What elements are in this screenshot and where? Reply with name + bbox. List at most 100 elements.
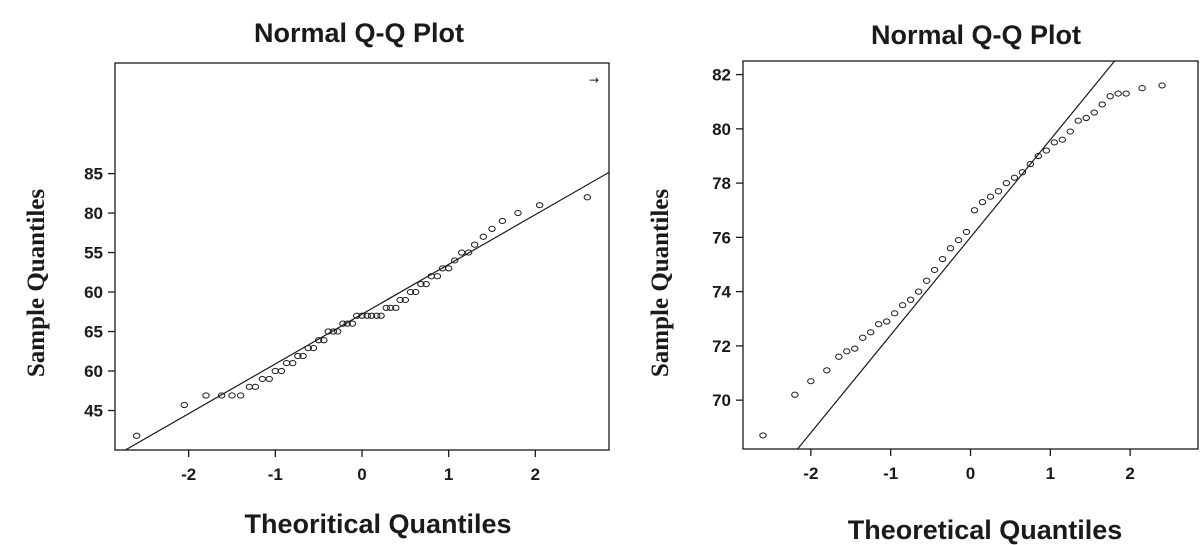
data-point-right <box>1058 136 1066 143</box>
data-point-left <box>367 312 376 319</box>
y-tick-label-left: 80 <box>84 204 103 223</box>
data-point-right <box>1098 101 1106 108</box>
x-tick-label-right: 0 <box>966 464 975 483</box>
data-point-right <box>1042 147 1051 154</box>
data-point-right <box>791 391 799 398</box>
data-point-right <box>1002 179 1011 187</box>
data-point-right <box>946 245 955 252</box>
data-point-left <box>464 249 473 256</box>
data-point-left <box>583 194 592 201</box>
data-point-left <box>228 392 236 399</box>
y-tick-label-left: 60 <box>84 283 103 302</box>
x-tick-label-left: 2 <box>531 465 540 484</box>
reference-line-layer-right <box>796 61 1116 449</box>
data-point-left <box>343 320 351 327</box>
points-layer-left <box>132 194 592 439</box>
x-axis-label-left: Theoritical Quantiles <box>244 509 511 539</box>
data-point-right <box>978 198 987 206</box>
data-point-left <box>412 288 420 296</box>
data-point-right <box>906 296 915 303</box>
data-point-left <box>358 312 366 319</box>
data-point-right <box>970 207 979 214</box>
data-point-left <box>396 296 404 304</box>
data-point-left <box>479 233 488 240</box>
data-point-left <box>377 312 385 319</box>
data-point-right <box>882 318 891 325</box>
y-tick-label-left: 45 <box>84 402 103 421</box>
data-point-left <box>294 352 302 360</box>
data-point-right <box>1034 152 1043 160</box>
data-point-left <box>363 312 371 319</box>
data-point-right <box>875 321 883 328</box>
data-point-left <box>265 375 273 383</box>
data-point-left <box>339 320 347 327</box>
data-point-left <box>309 345 318 352</box>
data-point-right <box>1066 128 1074 135</box>
data-point-left <box>382 304 390 311</box>
data-point-right <box>1082 114 1090 122</box>
data-point-right <box>1026 161 1035 168</box>
qq-reference-line-right <box>796 61 1116 449</box>
data-point-left <box>406 288 415 296</box>
chart-title-right: Normal Q-Q Plot <box>871 20 1081 50</box>
data-point-left <box>217 392 226 399</box>
x-tick-label-right: 1 <box>1046 464 1055 483</box>
data-point-right <box>962 228 971 236</box>
y-tick-label-left: 85 <box>84 165 103 184</box>
reference-line-layer-left <box>124 171 609 450</box>
qq-plot-left: Normal Q-Q Plot Theoritical Quantiles Sa… <box>23 18 610 539</box>
x-tick-label-right: -2 <box>803 464 818 483</box>
data-point-right <box>823 367 831 374</box>
data-point-left <box>433 273 442 280</box>
data-point-left <box>251 383 260 390</box>
y-tick-label-right: 80 <box>712 120 731 139</box>
y-tick-label-left: 60 <box>84 362 103 381</box>
y-tick-label-right: 78 <box>712 174 731 193</box>
data-point-left <box>329 328 338 335</box>
data-point-right <box>835 353 843 360</box>
chart-title-left: Normal Q-Q Plot <box>254 18 464 48</box>
data-point-left <box>451 257 459 264</box>
data-point-right <box>807 378 815 385</box>
data-point-right <box>843 348 851 355</box>
data-point-right <box>1138 85 1146 92</box>
data-point-left <box>202 392 210 399</box>
data-point-right <box>922 277 931 284</box>
data-point-left <box>324 328 332 335</box>
data-point-left <box>258 375 267 383</box>
data-point-left <box>236 392 245 399</box>
data-point-left <box>304 345 312 352</box>
data-point-right <box>867 329 875 336</box>
data-point-right <box>930 266 939 274</box>
data-point-right <box>851 345 859 352</box>
x-tick-label-left: 1 <box>444 465 453 484</box>
data-point-left <box>314 337 323 344</box>
data-point-right <box>1122 90 1130 97</box>
data-point-left <box>320 337 328 344</box>
data-point-left <box>288 360 297 367</box>
qq-reference-line-left <box>124 171 609 450</box>
y-tick-label-left: 65 <box>84 323 103 342</box>
data-point-right <box>954 236 963 244</box>
data-point-right <box>1018 169 1027 176</box>
data-point-right <box>1050 139 1059 146</box>
data-point-left <box>444 265 453 272</box>
data-point-left <box>299 352 307 360</box>
qq-plot-right: Normal Q-Q Plot Theoretical Quantiles Sa… <box>647 20 1199 545</box>
y-axis-label-right: Sample Quantiles <box>647 189 674 377</box>
data-point-left <box>132 432 141 439</box>
data-point-left <box>353 312 361 319</box>
x-tick-label-right: 2 <box>1125 464 1134 483</box>
data-point-right <box>986 193 995 200</box>
plot-frame-right <box>742 60 1199 450</box>
data-point-left <box>392 304 400 311</box>
data-point-right <box>1114 90 1122 97</box>
data-point-right <box>759 432 767 439</box>
data-point-right <box>914 288 923 295</box>
y-tick-label-right: 74 <box>712 283 731 302</box>
x-axis-label-right: Theoretical Quantiles <box>848 515 1123 545</box>
data-point-left <box>514 209 522 217</box>
data-point-right <box>898 302 907 309</box>
data-point-left <box>180 401 189 409</box>
